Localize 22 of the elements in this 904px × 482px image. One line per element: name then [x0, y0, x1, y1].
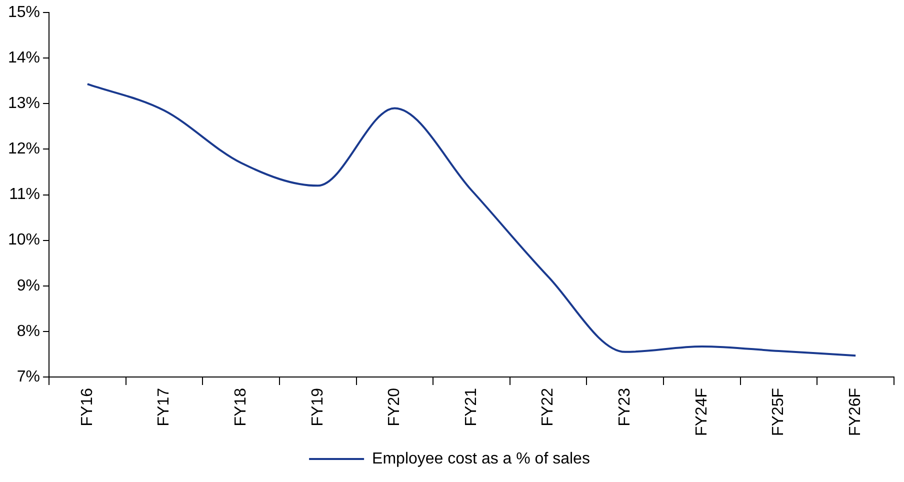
y-tick-label: 7% [16, 368, 40, 386]
x-tick-label: FY18 [232, 388, 250, 426]
x-tick-label: FY17 [156, 388, 173, 426]
y-tick-label: 11% [9, 186, 40, 204]
y-tick-label: 10% [8, 232, 40, 249]
x-tick-label: FY16 [78, 388, 96, 426]
x-tick-label: FY23 [616, 388, 634, 426]
y-tick-label: 12% [8, 140, 40, 158]
x-tick-label: FY22 [540, 388, 557, 426]
y-tick-label: 14% [8, 50, 40, 67]
x-tick-label: FY19 [309, 388, 326, 426]
x-tick-label: FY20 [386, 388, 404, 426]
x-tick-label: FY21 [462, 388, 480, 426]
x-tick-label: FY26F [847, 388, 864, 436]
x-tick-label: FY25F [770, 388, 788, 436]
line-series [86, 83, 857, 357]
x-tick-label: FY24F [693, 388, 710, 436]
legend-label: Employee cost as a % of sales [372, 450, 590, 468]
y-tick-label: 9% [16, 277, 40, 294]
y-tick-label: 8% [16, 322, 40, 340]
y-tick-label: 15% [8, 4, 40, 22]
y-tick-label: 13% [8, 95, 40, 112]
